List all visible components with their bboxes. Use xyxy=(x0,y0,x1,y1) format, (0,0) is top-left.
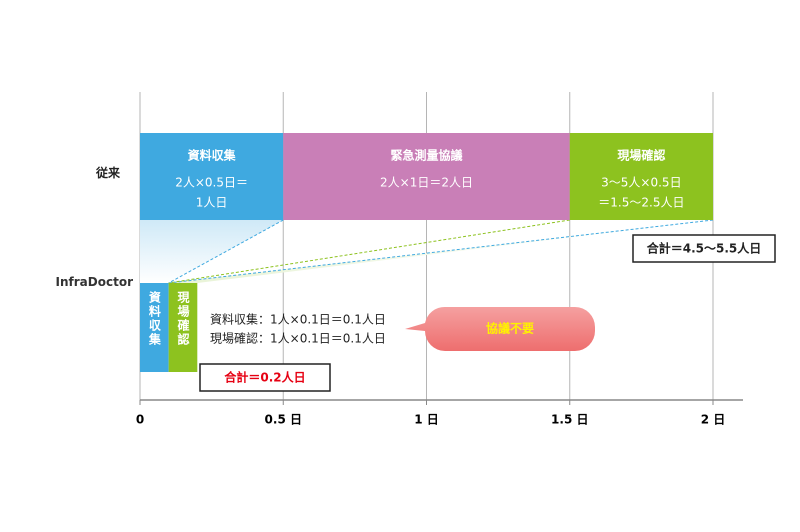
task-detail: 1人日 xyxy=(196,196,228,210)
task-name: 現場確認 xyxy=(176,291,190,347)
x-tick-label: 0 xyxy=(136,413,144,427)
total-box xyxy=(199,363,331,392)
callout-text: 協議不要 xyxy=(486,321,534,336)
connector-line xyxy=(168,219,284,284)
x-tick-label: 0.5 日 xyxy=(265,413,302,427)
row-label: 従来 xyxy=(95,165,121,180)
task-bar xyxy=(140,133,284,220)
task-bar xyxy=(168,283,198,372)
connector-shade xyxy=(140,220,284,283)
callout-bubble xyxy=(405,306,595,351)
task-detail: 2人×0.5日＝ xyxy=(175,176,248,190)
task-bar xyxy=(140,283,169,372)
task-detail: 3～5人×0.5日 xyxy=(601,176,681,190)
task-detail: 資料収集：1人×0.1日＝0.1人日 xyxy=(210,312,386,327)
total-label: 合計＝0.2人日 xyxy=(224,370,305,385)
x-tick-label: 1 日 xyxy=(414,413,439,427)
task-name: 現場確認 xyxy=(617,148,665,163)
x-tick-label: 2 日 xyxy=(701,413,726,427)
task-bar xyxy=(569,133,713,220)
row-label: InfraDoctor xyxy=(56,275,134,289)
task-detail: 2人×1日＝2人日 xyxy=(380,176,473,190)
task-detail: 現場確認：1人×0.1日＝0.1人日 xyxy=(210,331,386,346)
task-bar xyxy=(283,133,570,220)
x-tick-label: 1.5 日 xyxy=(551,413,588,427)
task-detail: ＝1.5～2.5人日 xyxy=(598,196,684,210)
task-name: 緊急測量協議 xyxy=(390,148,462,163)
connector-line xyxy=(168,219,714,284)
total-box xyxy=(632,234,776,263)
task-name: 資料収集 xyxy=(188,148,237,163)
task-name: 資料収集 xyxy=(147,290,161,347)
connector-line xyxy=(168,219,570,284)
total-label: 合計＝4.5～5.5人日 xyxy=(647,241,762,256)
